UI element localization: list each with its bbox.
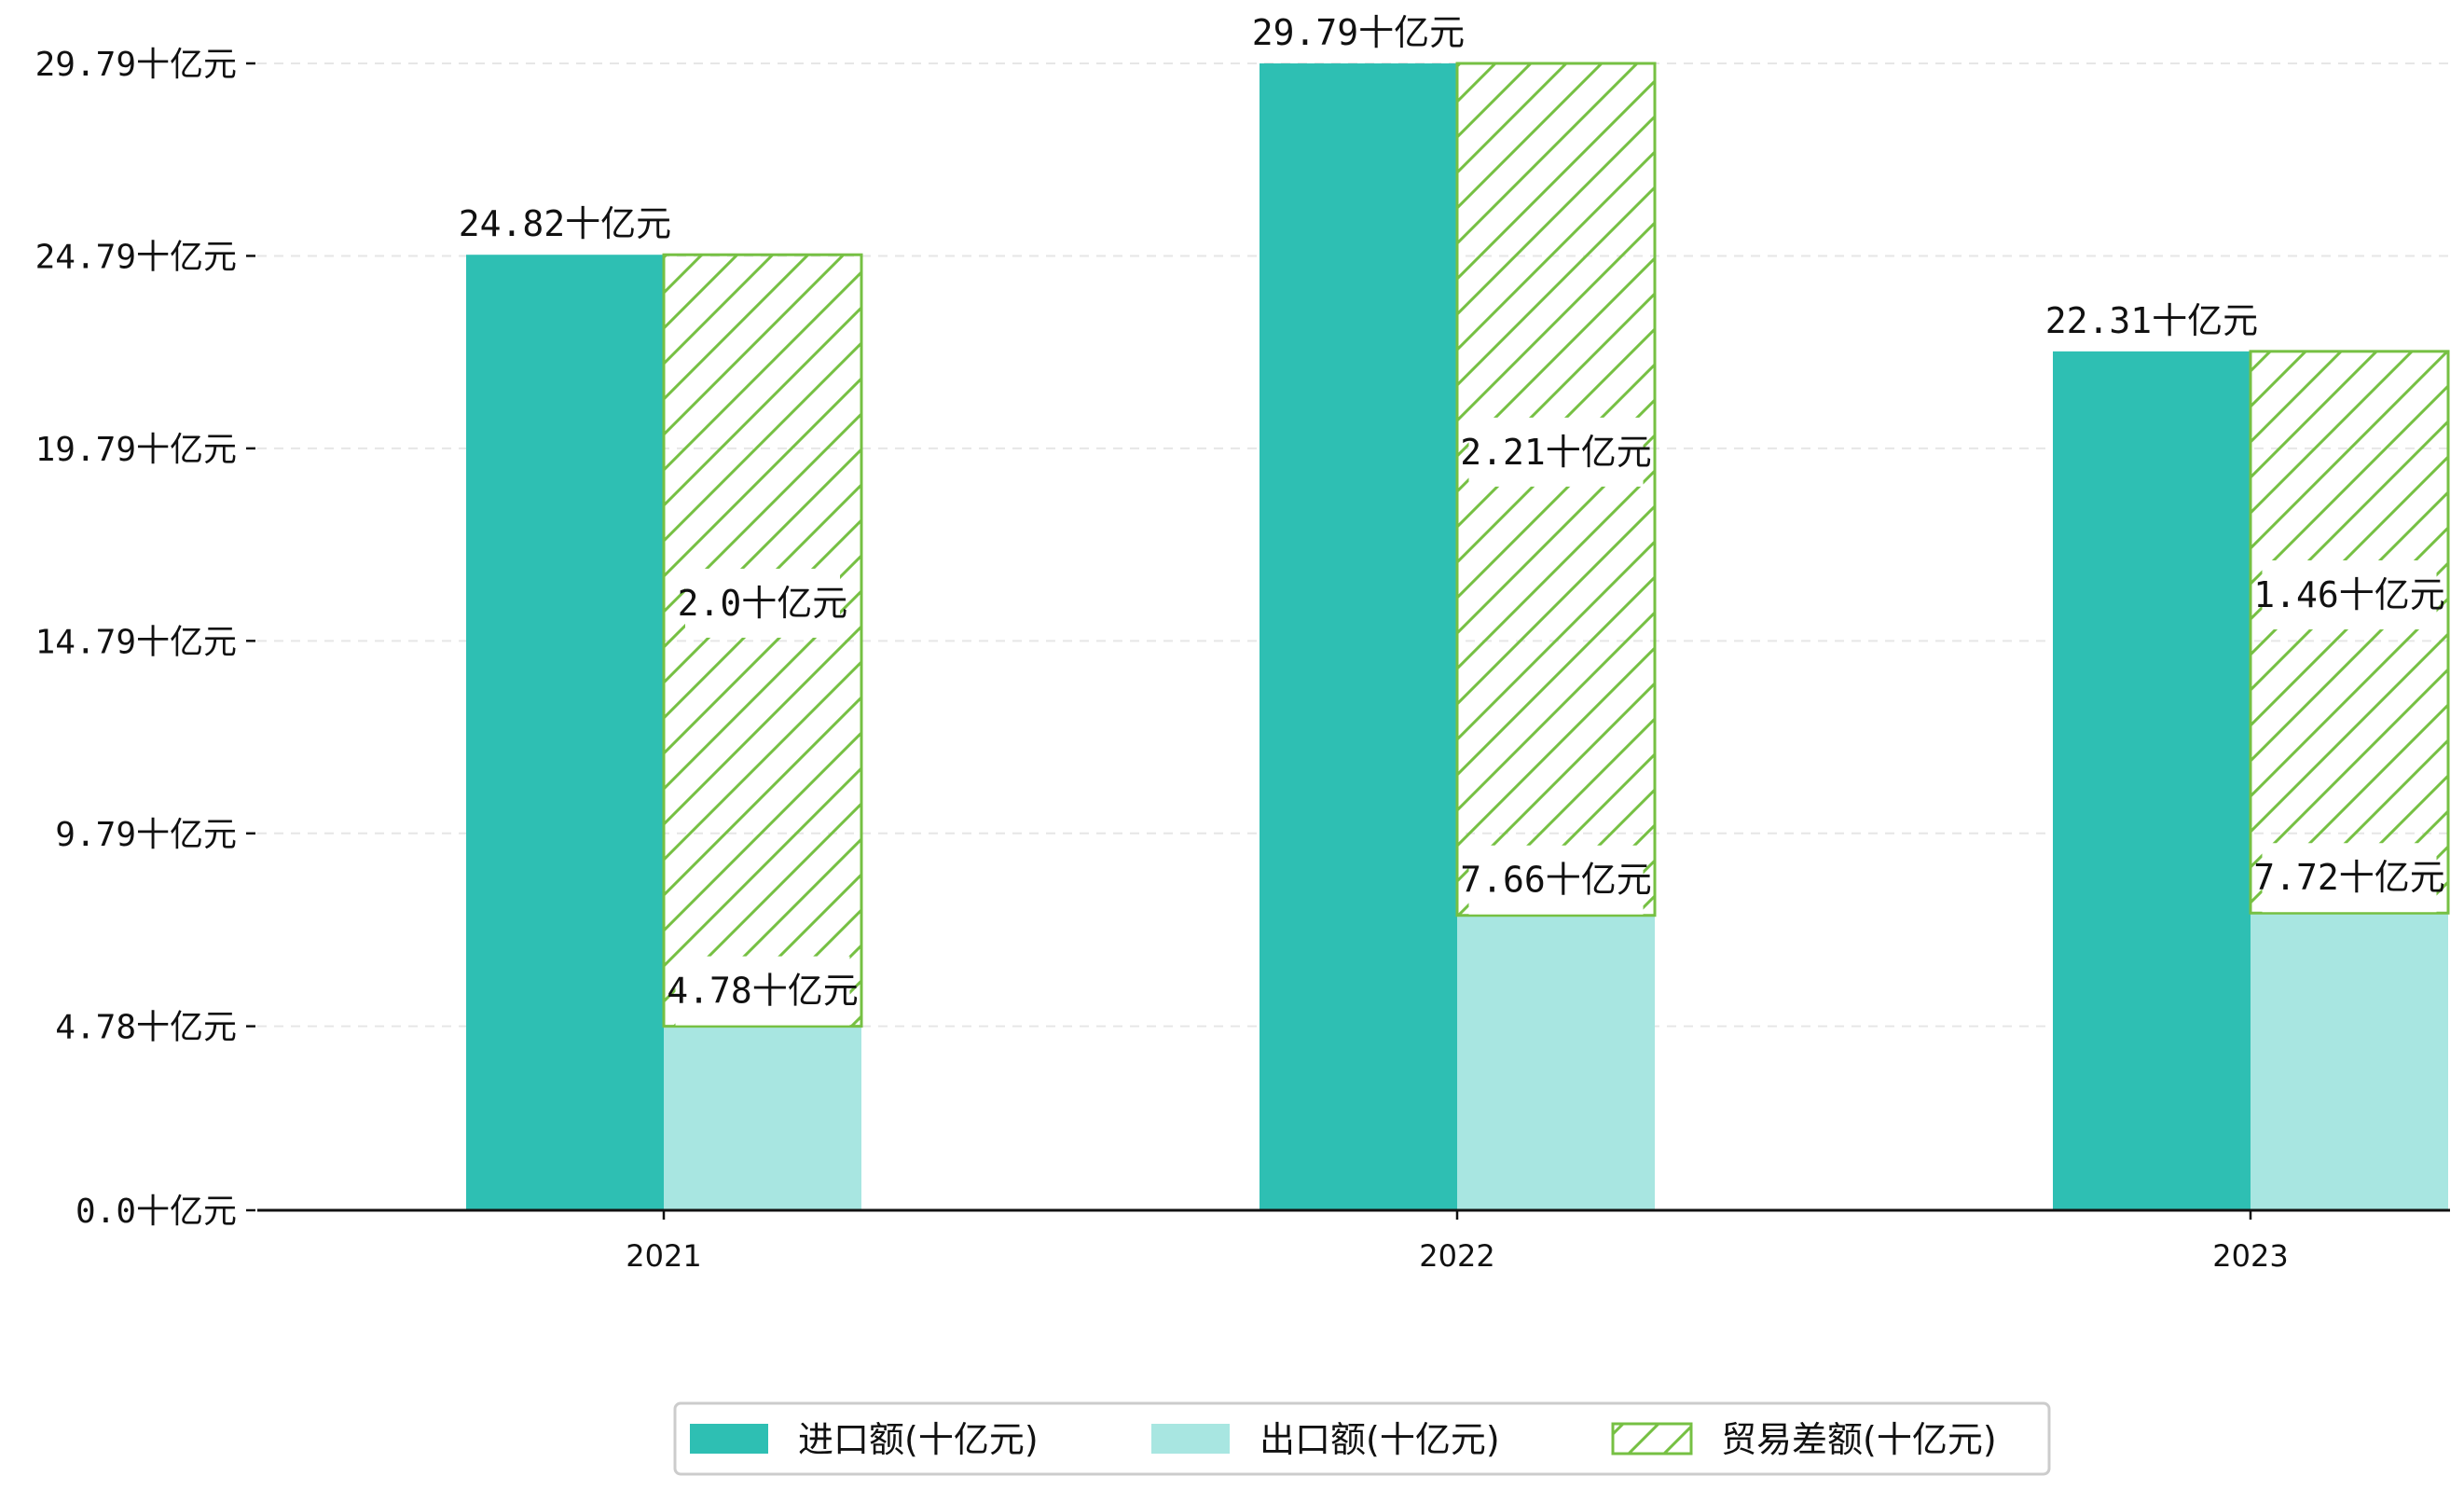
- bar-balance-2023: [2249, 350, 2450, 915]
- y-tick-label: 4.78十亿元: [55, 1009, 237, 1047]
- data-label-import-2023: 22.31十亿元: [2045, 300, 2258, 341]
- data-label-balance-2021: 2.0十亿元: [678, 568, 848, 638]
- data-label-balance-2022: 2.21十亿元: [1460, 417, 1652, 487]
- legend-label: 出口额(十亿元): [1260, 1419, 1500, 1460]
- y-tick-label: 19.79十亿元: [35, 431, 237, 469]
- data-label-text: 7.66十亿元: [1460, 860, 1652, 901]
- data-label-import-2022: 29.79十亿元: [1252, 12, 1465, 53]
- axes: 0.0十亿元 4.78十亿元 9.79十亿元 14.79十亿元 19.79十亿元 24.7…: [35, 46, 2450, 1274]
- legend-label: 进口额(十亿元): [798, 1419, 1039, 1460]
- legend-swatch: [1611, 1422, 1693, 1456]
- x-tick-label-2023: 2023: [2212, 1238, 2288, 1274]
- data-label-text: 2.21十亿元: [1460, 432, 1652, 473]
- label-box: [675, 956, 850, 1026]
- data-label-text: 7.72十亿元: [2253, 857, 2445, 898]
- bars: [466, 62, 2450, 1211]
- legend-swatch: [1151, 1424, 1230, 1454]
- y-tick-label: 9.79十亿元: [55, 816, 237, 854]
- bar-balance-2021: [662, 253, 863, 1028]
- data-label-balance-2023: 1.46十亿元: [2253, 560, 2445, 630]
- bar-export-2022: [1457, 915, 1655, 1210]
- bar-export-2021: [664, 1026, 861, 1210]
- data-label-text: 2.0十亿元: [678, 583, 848, 624]
- bar-balance-2022: [1455, 62, 1657, 917]
- data-label-export-2023: 7.72十亿元: [2253, 843, 2445, 913]
- data-label-text: 4.78十亿元: [667, 971, 859, 1012]
- legend: 进口额(十亿元) 出口额(十亿元) 贸易差额(十亿元): [673, 1401, 2051, 1476]
- label-box: [1468, 845, 1644, 915]
- bar-import-2022: [1260, 63, 1457, 1210]
- legend-item-export: 出口额(十亿元): [1151, 1419, 1500, 1460]
- bar-import-2023: [2053, 351, 2251, 1210]
- label-box: [2262, 560, 2437, 630]
- legend-box: [673, 1401, 2051, 1476]
- legend-label: 贸易差额(十亿元): [1721, 1419, 1997, 1460]
- legend-swatch: [690, 1424, 768, 1454]
- bar-import-2021: [466, 255, 664, 1211]
- y-tick-label: 24.79十亿元: [35, 238, 237, 276]
- data-label-import-2021: 24.82十亿元: [459, 203, 671, 244]
- legend-item-import: 进口额(十亿元): [690, 1419, 1039, 1460]
- data-labels: 24.82十亿元 29.79十亿元 22.31十亿元 4.78十亿元 2.0十亿元 7.6…: [459, 12, 2445, 1026]
- y-tick-label: 0.0十亿元: [76, 1193, 237, 1231]
- data-label-text: 1.46十亿元: [2253, 574, 2445, 615]
- label-box: [685, 568, 840, 638]
- x-tick-label-2021: 2021: [626, 1238, 701, 1274]
- label-box: [2262, 843, 2437, 913]
- x-tick-label-2022: 2022: [1419, 1238, 1494, 1274]
- bar-export-2023: [2251, 913, 2448, 1210]
- y-tick-label: 29.79十亿元: [35, 46, 237, 84]
- legend-item-balance: 贸易差额(十亿元): [1611, 1419, 1997, 1460]
- data-label-export-2022: 7.66十亿元: [1460, 845, 1652, 915]
- y-tick-label: 14.79十亿元: [35, 623, 237, 661]
- label-box: [1468, 417, 1644, 487]
- data-label-export-2021: 4.78十亿元: [667, 956, 859, 1026]
